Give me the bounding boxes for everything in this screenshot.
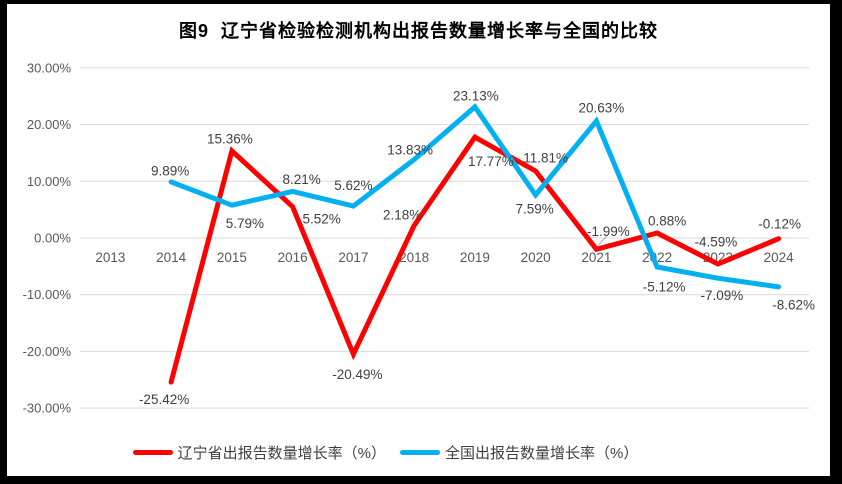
x-axis-tick-label: 2020 [521, 250, 551, 265]
series-line-0 [168, 133, 782, 385]
y-axis-tick-label: 30.00% [27, 60, 72, 75]
data-label: 23.13% [453, 89, 499, 104]
plot-area: 30.00% 20.00% 10.00% 0.00% -10.00% -20.00% -30… [23, 60, 815, 416]
y-axis-tick-label: 10.00% [27, 174, 72, 189]
legend-item-liaoning: 辽宁省出报告数量增长率（%） [132, 442, 386, 463]
x-axis-tick-label: 2016 [278, 250, 308, 265]
data-label: 5.52% [302, 211, 340, 226]
y-axis-tick-label: 20.00% [27, 117, 72, 132]
data-label: 9.89% [151, 164, 189, 179]
data-label: -4.59% [695, 235, 738, 250]
data-label: -5.12% [643, 280, 686, 295]
data-label: -1.99% [587, 224, 630, 239]
chart-title: 图9 辽宁省检验检测机构出报告数量增长率与全国的比较 [178, 21, 658, 41]
data-label: -8.62% [772, 298, 815, 313]
y-axis-tick-label: 0.00% [34, 231, 71, 246]
chart-canvas: 图9 辽宁省检验检测机构出报告数量增长率与全国的比较 30.00% 20.00% 1… [7, 4, 830, 476]
data-label: 20.63% [579, 101, 625, 116]
data-label: -0.12% [758, 216, 801, 231]
data-label: 5.79% [226, 216, 264, 231]
legend-line-swatch-red [132, 450, 173, 455]
data-label: 17.77% [468, 154, 514, 169]
legend-label-national: 全国出报告数量增长率（%） [445, 445, 639, 462]
data-label: 7.59% [515, 202, 553, 217]
label-leader-line [598, 235, 607, 246]
x-axis-tick-label: 2017 [338, 250, 368, 265]
data-label: -7.09% [701, 288, 744, 303]
data-label: 15.36% [207, 132, 253, 147]
legend-line-swatch-blue [400, 450, 440, 455]
x-axis-tick-label: 2019 [460, 250, 490, 265]
data-label: 2.18% [383, 207, 421, 222]
x-axis-tick-label: 2021 [581, 250, 611, 265]
data-label: 13.83% [387, 142, 433, 157]
y-axis-tick-label: -20.00% [23, 344, 72, 359]
data-label: 0.88% [648, 214, 686, 229]
y-axis-tick-label: -10.00% [23, 287, 72, 302]
data-label: 5.62% [334, 178, 372, 193]
x-axis-tick-label: 2024 [764, 250, 795, 265]
legend-item-national: 全国出报告数量增长率（%） [400, 442, 638, 463]
data-label: -20.49% [332, 367, 382, 382]
x-axis-tick-label: 2015 [217, 250, 247, 265]
x-axis-tick-label: 2014 [156, 250, 187, 265]
legend-label-liaoning: 辽宁省出报告数量增长率（%） [177, 445, 386, 462]
data-label: 11.81% [523, 151, 568, 166]
x-axis-tick-label: 2013 [95, 250, 125, 265]
data-label: -25.42% [139, 392, 189, 407]
y-axis-tick-label: -30.00% [23, 401, 72, 416]
x-axis-tick-label: 2018 [399, 250, 429, 265]
legend: 辽宁省出报告数量增长率（%） 全国出报告数量增长率（%） [0, 442, 797, 463]
series-line-1 [168, 103, 782, 290]
data-label: 8.21% [282, 172, 320, 187]
